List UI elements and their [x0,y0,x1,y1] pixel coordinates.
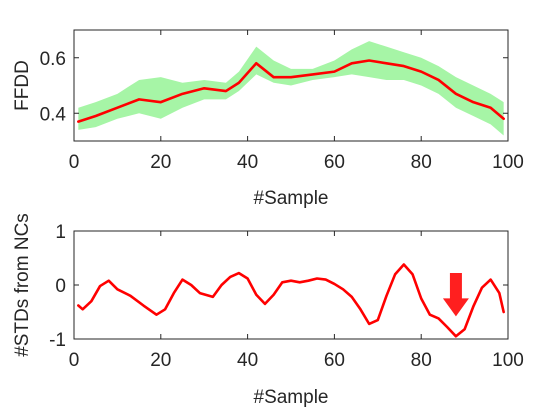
x-tick-label: 60 [324,152,345,173]
x-tick-label: 0 [69,152,80,173]
y-axis-label: #STDs from NCs [12,213,33,357]
y-tick-label: 0.4 [40,104,67,125]
y-tick-label: 0 [55,276,66,297]
x-axis-label: #Sample [254,387,329,408]
series-line [77,263,505,338]
std-panel: 0 20 40 60 80 100-101#Sample#STDs from NCs [12,213,524,408]
x-tick-label: 40 [237,350,258,371]
series-line [77,59,505,123]
x-tick-label: 20 [150,152,171,173]
x-tick-label: 40 [237,152,258,173]
y-tick-label: -1 [49,330,66,351]
x-tick-label: 100 [492,350,524,371]
x-tick-label: 20 [150,350,171,371]
x-tick-label: 80 [411,152,432,173]
x-tick-label: 0 [69,350,80,371]
y-tick-label: 0.6 [40,49,66,70]
x-tick-label: 100 [492,152,524,173]
ffdd-panel: 0 20 40 60 80 100 0.4 0.6 #Sample FFDD [12,29,524,209]
down-arrow-annotation [442,273,469,317]
x-axis-label: #Sample [254,188,329,209]
y-tick-label: 1 [55,222,66,243]
x-tick-label: 80 [411,350,432,371]
axes-box [73,29,509,142]
y-axis-label: FFDD [12,60,33,111]
std-band [78,41,504,136]
x-tick-label: 60 [324,350,345,371]
